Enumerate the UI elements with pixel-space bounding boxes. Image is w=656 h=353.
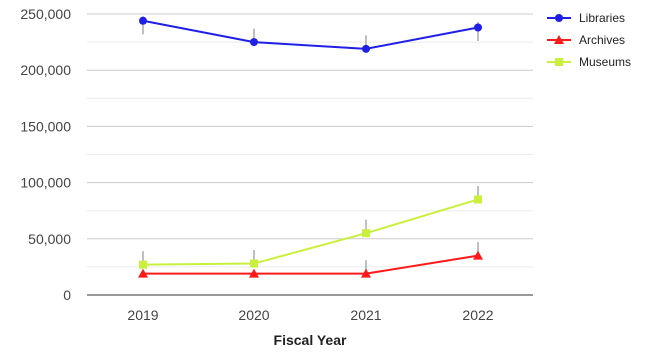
series-line-museums — [142, 198, 479, 266]
y-tick-label: 0 — [63, 287, 71, 303]
data-point-libraries[interactable] — [474, 23, 482, 32]
x-tick-label: 2020 — [238, 307, 269, 323]
error-bars — [142, 16, 479, 274]
legend-item-archives[interactable]: Archives — [547, 33, 625, 47]
legend-marker — [555, 58, 563, 66]
y-tick-label: 250,000 — [20, 6, 71, 22]
legend-item-museums[interactable]: Museums — [547, 55, 631, 69]
data-point-archives[interactable] — [138, 268, 148, 278]
data-point-libraries[interactable] — [250, 38, 258, 47]
y-tick-label: 150,000 — [20, 118, 71, 134]
series-markers — [138, 16, 483, 278]
y-tick-label: 50,000 — [28, 231, 71, 247]
legend-label: Museums — [579, 55, 631, 69]
data-point-museums[interactable] — [474, 195, 482, 204]
legend-item-libraries[interactable]: Libraries — [547, 11, 625, 25]
data-point-libraries[interactable] — [139, 16, 147, 25]
series-lines — [142, 19, 479, 275]
data-point-archives[interactable] — [249, 268, 259, 278]
series-line-archives — [143, 254, 479, 275]
series-line-libraries — [142, 19, 479, 50]
data-point-museums[interactable] — [362, 229, 370, 238]
gridlines — [87, 13, 533, 296]
legend-marker — [554, 35, 564, 44]
data-point-libraries[interactable] — [362, 44, 370, 53]
x-tick-label: 2019 — [127, 307, 158, 323]
legend-label: Libraries — [579, 11, 625, 25]
y-tick-label: 200,000 — [20, 62, 71, 78]
legend-marker — [555, 14, 563, 22]
y-tick-label: 100,000 — [20, 175, 71, 191]
legend-label: Archives — [579, 33, 625, 47]
y-axis-ticks: 0 50,000 100,000 150,000 200,000 250,000 — [20, 6, 71, 303]
data-point-museums[interactable] — [139, 260, 147, 269]
data-point-archives[interactable] — [361, 268, 371, 278]
data-point-archives[interactable] — [473, 250, 483, 260]
legend: Libraries Archives Museums — [547, 11, 631, 69]
x-axis-title: Fiscal Year — [274, 332, 347, 348]
x-axis-ticks: 2019 2020 2021 2022 — [127, 307, 493, 323]
x-tick-label: 2021 — [350, 307, 381, 323]
data-point-museums[interactable] — [250, 259, 258, 268]
x-tick-label: 2022 — [462, 307, 493, 323]
